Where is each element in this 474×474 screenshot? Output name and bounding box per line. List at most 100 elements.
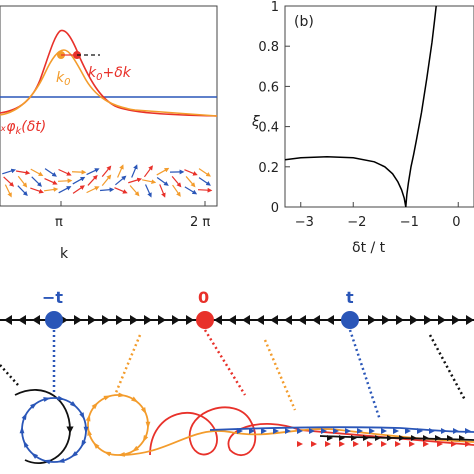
trajectory-arrow-red bbox=[353, 441, 359, 447]
chain-arrowhead bbox=[452, 315, 460, 325]
trajectory-arrow-blue bbox=[405, 428, 411, 434]
trajectory-arrow-blue bbox=[69, 401, 78, 408]
field-arrow bbox=[57, 178, 73, 184]
field-arrow bbox=[197, 187, 213, 193]
trajectory-arrow-blue bbox=[393, 428, 399, 434]
trajectory-arrow-orange bbox=[140, 407, 147, 415]
trajectory-arrow-black bbox=[459, 435, 465, 441]
panel-b-xtick-label: −1 bbox=[400, 215, 419, 230]
chain-arrowhead bbox=[396, 315, 404, 325]
panel-b-xtick-label: −2 bbox=[347, 215, 366, 230]
field-arrow bbox=[72, 176, 86, 185]
chain-arrowhead bbox=[368, 315, 376, 325]
field-arrow bbox=[87, 174, 98, 186]
field-arrow bbox=[4, 184, 12, 198]
trajectory-arrow-red bbox=[297, 441, 303, 447]
trajectory-arrow-blue bbox=[70, 451, 78, 458]
trajectory-arrow-orange bbox=[92, 441, 100, 449]
trajectory-arrow-black bbox=[411, 435, 417, 441]
trajectory-arrow-black bbox=[351, 435, 357, 441]
trajectory-arrow-red bbox=[409, 441, 415, 447]
trajectory-arrow-orange bbox=[87, 428, 92, 436]
connector-black-2 bbox=[428, 334, 467, 401]
arrow-field bbox=[2, 164, 213, 198]
panel-b-frame bbox=[284, 5, 474, 208]
trajectory-arrow-orange bbox=[131, 396, 139, 403]
trajectory-arrow-orange bbox=[118, 392, 126, 398]
trajectory-arrow-blue bbox=[285, 428, 291, 434]
trajectory-arrow-blue bbox=[441, 428, 447, 434]
trajectory-arrow-black bbox=[423, 435, 429, 441]
field-arrow bbox=[117, 164, 124, 178]
site-label-t: t bbox=[346, 288, 354, 307]
panel-a: k0 k0+δk ₓφk(δt) π 2 π k bbox=[0, 5, 218, 262]
panel-a-xtick-pi: π bbox=[55, 215, 63, 230]
site-zero bbox=[196, 311, 214, 329]
trajectory-arrow-red bbox=[325, 441, 331, 447]
trajectory-arrow-blue bbox=[19, 426, 25, 434]
connector-black-1 bbox=[0, 364, 19, 386]
trajectory-arrow-red bbox=[451, 441, 457, 447]
chain-arrowhead bbox=[466, 315, 474, 325]
field-arrow bbox=[58, 168, 72, 176]
field-arrow bbox=[71, 169, 87, 175]
trajectory-arrow-blue bbox=[453, 428, 459, 434]
trajectory-arrow-red bbox=[465, 441, 471, 447]
panel-b-ylabel: ξ bbox=[251, 114, 260, 130]
field-arrow bbox=[131, 164, 138, 178]
chain-arrowhead bbox=[382, 315, 390, 325]
field-arrow bbox=[115, 175, 127, 186]
panel-b-xtick-label: 0 bbox=[452, 215, 460, 230]
trajectory-arrow-blue bbox=[21, 412, 27, 421]
chain-arrows bbox=[4, 315, 474, 325]
trajectory-arrow-blue bbox=[357, 428, 363, 434]
trajectory-arrow-blue bbox=[369, 428, 375, 434]
field-arrow bbox=[101, 165, 112, 178]
annotation-k0: k0 bbox=[56, 70, 70, 88]
chain-illustration: −t 0 t bbox=[0, 288, 474, 465]
panel-b-ytick-label: 0.8 bbox=[258, 40, 279, 55]
chain-arrowhead bbox=[144, 315, 152, 325]
field-arrow bbox=[141, 179, 157, 185]
trajectory-arrow-black bbox=[363, 435, 369, 441]
panel-b-ytick-label: 0.4 bbox=[258, 121, 279, 136]
panel-b-title: (b) bbox=[294, 14, 314, 30]
trajectory-arrow-blue bbox=[57, 395, 66, 401]
field-arrow bbox=[185, 176, 196, 188]
field-arrow bbox=[2, 168, 17, 175]
chain-arrowhead bbox=[256, 315, 264, 325]
connector-orange-2 bbox=[263, 339, 297, 411]
trajectory-arrow-blue bbox=[465, 428, 471, 434]
trajectory-arrow-blue bbox=[79, 412, 85, 420]
trajectory-arrow-blue bbox=[83, 426, 89, 434]
field-arrow bbox=[31, 176, 42, 187]
chain-arrowhead bbox=[102, 315, 110, 325]
trajectory-arrow-blue bbox=[309, 428, 315, 434]
field-arrow bbox=[144, 184, 152, 198]
field-arrow bbox=[198, 168, 211, 177]
site-label-minus-t: −t bbox=[42, 288, 63, 307]
chain-arrowhead bbox=[172, 315, 180, 325]
chain-arrowhead bbox=[410, 315, 418, 325]
chain-arrowhead bbox=[424, 315, 432, 325]
trajectory-arrow-blue bbox=[23, 440, 29, 448]
field-arrow bbox=[171, 176, 182, 188]
field-arrow bbox=[143, 165, 153, 178]
trajectory-arrow-red bbox=[311, 441, 317, 447]
panel-b-series-line bbox=[284, 5, 437, 208]
trajectory-arrow-blue bbox=[237, 428, 243, 434]
connector-blue-2 bbox=[348, 329, 382, 421]
trajectory-arrow-black bbox=[339, 435, 345, 441]
field-arrow bbox=[86, 168, 100, 176]
field-arrow bbox=[99, 187, 115, 193]
field-arrow bbox=[86, 186, 100, 194]
panel-b: (b) ξ δt / t −3 −2 −1 0 0 0.2 0.4 0.6 0.8 1 bbox=[251, 0, 474, 256]
trajectory-arrow-black bbox=[327, 435, 333, 441]
trajectory-arrow-blue bbox=[30, 402, 38, 409]
trajectory-arrow-blue bbox=[333, 428, 339, 434]
trajectory-arrow-blue bbox=[42, 459, 51, 465]
trajectory-arrow-blue bbox=[261, 428, 267, 434]
chain-arrowhead bbox=[88, 315, 96, 325]
trajectory-arrow-black bbox=[399, 435, 405, 441]
